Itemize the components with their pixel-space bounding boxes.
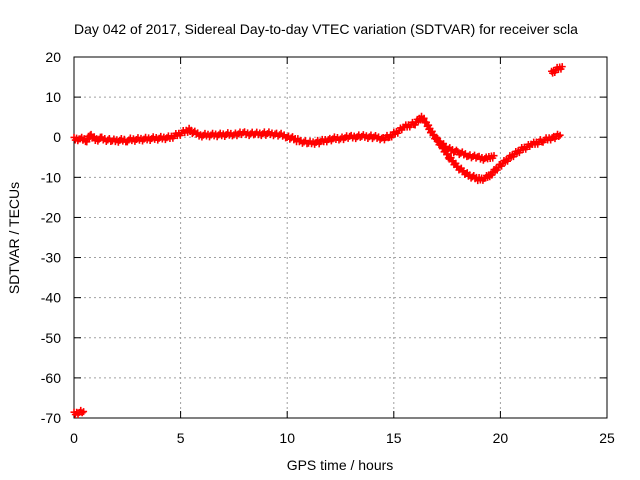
data-series [548, 63, 566, 77]
grid-lines [74, 57, 607, 418]
x-tick-label: 15 [386, 430, 402, 446]
axis-ticks: 0 5 10 15 20 25 -70 -60 -50 -40 -30 -20 -10 0 10 20 [41, 49, 615, 446]
y-tick-label: 10 [45, 89, 61, 105]
x-tick-label: 5 [177, 430, 185, 446]
y-tick-label: -30 [41, 250, 61, 266]
chart-title: Day 042 of 2017, Sidereal Day-to-day VTE… [74, 21, 578, 37]
data-series [424, 121, 498, 164]
y-tick-label: -50 [41, 330, 61, 346]
data-point [555, 133, 563, 141]
data-point [490, 152, 498, 160]
y-tick-label: -40 [41, 290, 61, 306]
y-tick-label: -20 [41, 209, 61, 225]
y-tick-label: -70 [41, 410, 61, 426]
y-tick-label: -60 [41, 370, 61, 386]
x-axis-label: GPS time / hours [287, 457, 394, 473]
x-tick-label: 0 [70, 430, 78, 446]
data-series [70, 406, 88, 419]
y-axis-label: SDTVAR / TECUs [6, 182, 22, 294]
data-point [78, 409, 86, 417]
x-tick-label: 20 [493, 430, 509, 446]
data-point [556, 131, 564, 139]
data-point [80, 408, 88, 416]
y-tick-label: 20 [45, 49, 61, 65]
x-tick-label: 25 [599, 430, 615, 446]
y-tick-label: -10 [41, 169, 61, 185]
data-point [558, 63, 566, 71]
x-tick-label: 10 [279, 430, 295, 446]
data-points [70, 63, 566, 419]
data-point [452, 146, 460, 154]
y-tick-label: 0 [53, 129, 61, 145]
data-point [420, 114, 428, 122]
data-series [70, 112, 564, 185]
plot-frame [73, 56, 608, 419]
